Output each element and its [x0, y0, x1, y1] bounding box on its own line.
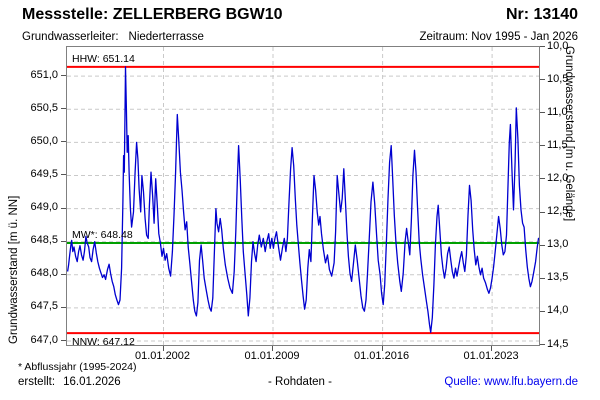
- tick-mark: [61, 174, 66, 176]
- x-axis-tick-label: 01.01.2002: [134, 350, 191, 362]
- x-axis-tick-label: 01.01.2023: [463, 350, 519, 362]
- right-axis-tick-label: 14,0: [547, 304, 569, 317]
- station-number: Nr: 13140: [505, 6, 578, 23]
- aquifer-label: Grundwasserleiter:: [22, 31, 119, 43]
- tick-mark: [272, 346, 274, 351]
- x-axis-tick-label: 01.01.2009: [244, 350, 300, 362]
- left-axis-tick-label: 650,5: [30, 101, 58, 114]
- right-axis-tick-label: 12,5: [547, 205, 569, 218]
- raw-data-note: - Rohdaten -: [268, 376, 332, 388]
- tick-mark: [61, 207, 66, 209]
- period-label: Zeitraum: Nov 1995 - Jan 2026: [419, 31, 578, 43]
- right-axis-tick-label: 13,0: [547, 238, 569, 251]
- right-axis-tick-label: 10,5: [547, 72, 569, 85]
- tick-mark: [61, 108, 66, 110]
- tick-mark: [540, 46, 545, 47]
- tick-mark: [540, 112, 545, 114]
- right-axis-tick-label: 11,0: [547, 105, 568, 118]
- right-axis-tick-label: 11,5: [547, 138, 568, 151]
- groundwater-series-line: [67, 66, 539, 334]
- right-axis-title: Grundwasserstand [m u. Gelände]: [563, 46, 575, 222]
- left-axis-tick-label: 648,0: [30, 267, 58, 280]
- tick-mark: [162, 346, 164, 351]
- tick-mark: [540, 344, 545, 345]
- left-axis-tick-label: 649,0: [30, 201, 58, 214]
- left-axis-title: Grundwasserstand [m ü. NN]: [8, 195, 20, 344]
- left-axis-tick-label: 648,5: [30, 234, 58, 247]
- right-axis-tick-label: 14,5: [547, 337, 569, 350]
- left-axis-tick-label: 651,0: [30, 68, 58, 81]
- tick-mark: [61, 340, 66, 342]
- tick-mark: [540, 277, 545, 279]
- groundwater-level-chart: [67, 47, 539, 345]
- x-axis-tick-label: 01.01.2016: [354, 350, 410, 362]
- tick-mark: [61, 75, 66, 77]
- mw-label: MW*: 648.48: [72, 229, 133, 242]
- hhw-label: HHW: 651.14: [72, 52, 135, 65]
- created-label: erstellt:: [18, 376, 56, 388]
- plot-area: HHW: 651.14 MW*: 648.48 NNW: 647.12: [66, 46, 540, 349]
- tick-mark: [540, 178, 545, 180]
- left-axis-tick-label: 647,5: [30, 300, 58, 313]
- nnw-label: NNW: 647.12: [72, 336, 135, 349]
- right-axis-tick-label: 10,0: [547, 39, 569, 52]
- tick-mark: [381, 346, 383, 351]
- right-axis-tick-label: 12,0: [547, 171, 569, 184]
- tick-mark: [491, 346, 493, 351]
- left-axis-tick-label: 649,5: [30, 167, 58, 180]
- tick-mark: [61, 240, 66, 242]
- tick-mark: [540, 244, 545, 246]
- tick-mark: [61, 273, 66, 275]
- left-axis-tick-label: 647,0: [30, 333, 58, 346]
- tick-mark: [61, 141, 66, 143]
- aquifer-value: Niederterrasse: [128, 31, 204, 43]
- tick-mark: [540, 211, 545, 213]
- left-axis-tick-label: 650,0: [30, 134, 58, 147]
- source-link[interactable]: Quelle: www.lfu.bayern.de: [444, 376, 578, 388]
- footnote-abflussjahr: * Abflussjahr (1995-2024): [18, 361, 137, 373]
- tick-mark: [540, 79, 545, 81]
- aquifer-line: Grundwasserleiter: Niederterrasse: [22, 31, 204, 43]
- tick-mark: [61, 306, 66, 308]
- created-line: erstellt: 16.01.2026: [18, 376, 121, 388]
- created-date: 16.01.2026: [63, 376, 121, 388]
- tick-mark: [540, 145, 545, 147]
- tick-mark: [540, 310, 545, 312]
- right-axis-tick-label: 13,5: [547, 271, 569, 284]
- page-title: Messstelle: ZELLERBERG BGW10: [22, 6, 283, 23]
